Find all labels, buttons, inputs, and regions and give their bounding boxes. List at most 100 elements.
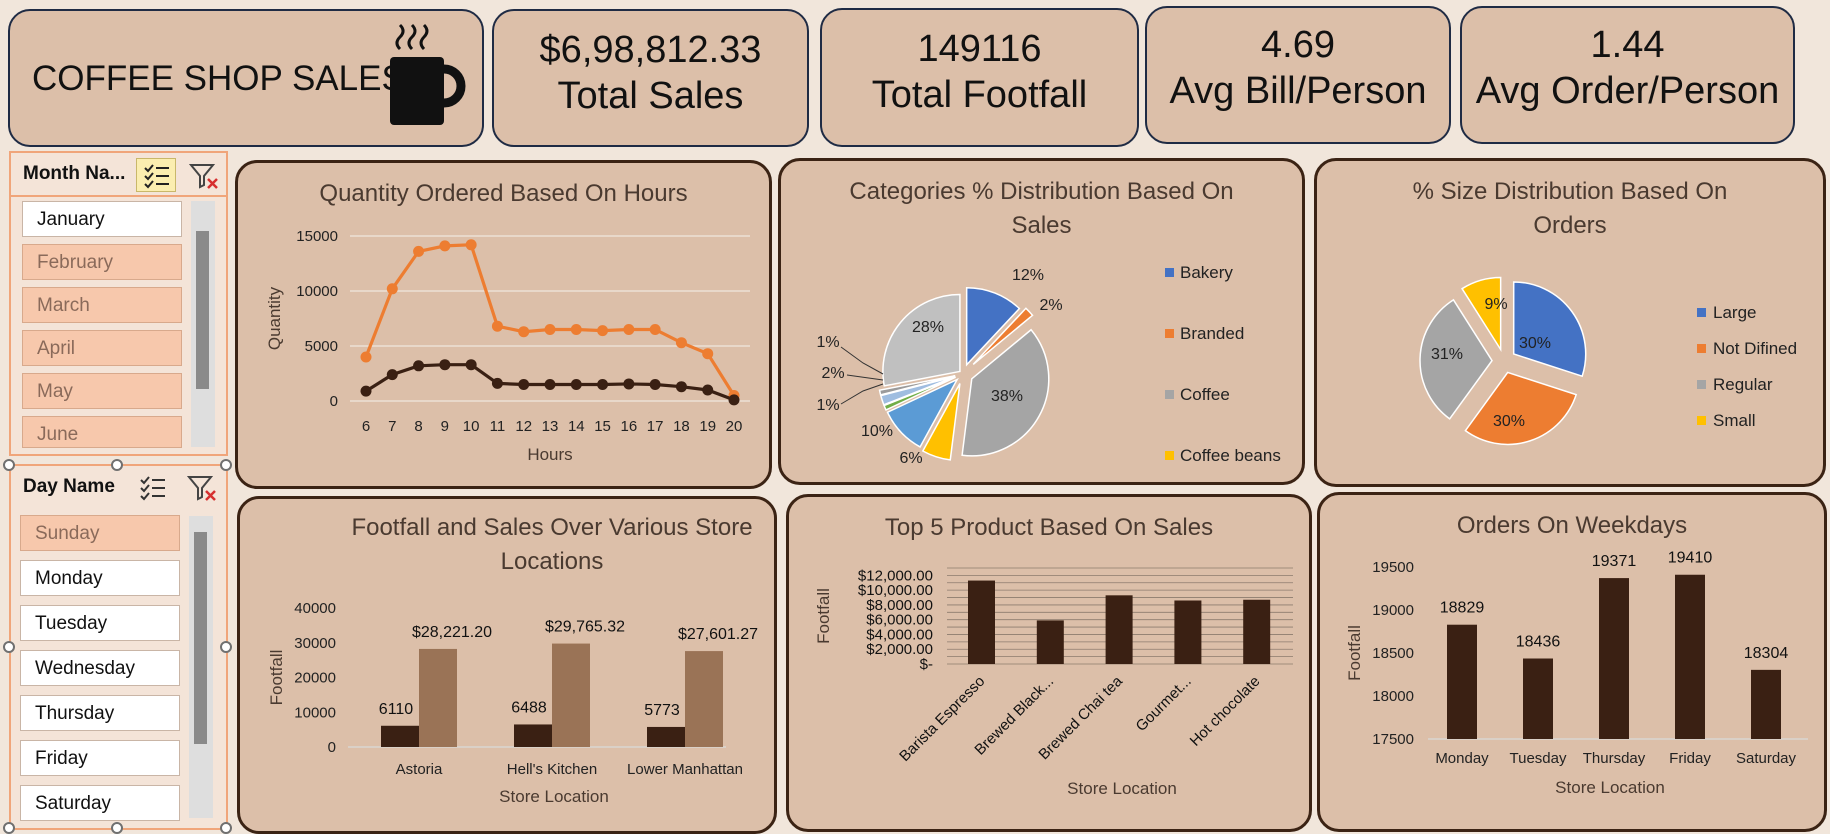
- month-item-may[interactable]: May: [22, 373, 182, 409]
- day-item-friday[interactable]: Friday: [20, 740, 180, 776]
- x-tick-label: 13: [542, 418, 559, 435]
- multi-select-icon[interactable]: [136, 158, 176, 192]
- resize-handle[interactable]: [220, 822, 232, 834]
- resize-handle[interactable]: [111, 459, 123, 471]
- y-tick-label: 18000: [1372, 688, 1414, 705]
- data-label: 6488: [511, 699, 547, 716]
- pie-slice: [961, 328, 1050, 457]
- y-tick-label: 20000: [294, 670, 336, 687]
- footfall-bar-chart: 40000 30000 20000 10000 0 6110 $28,221.20 Astor…: [267, 600, 758, 806]
- bar: [1751, 669, 1781, 739]
- data-label: $28,221.20: [412, 624, 492, 641]
- legend-label: Coffee: [1180, 385, 1230, 404]
- y-tick-label: 30000: [294, 635, 336, 652]
- day-scrollbar[interactable]: [189, 516, 213, 818]
- data-label: 19410: [1668, 550, 1713, 567]
- coffee-cup-icon: [390, 23, 466, 125]
- size-pie-chart: 30% 30% 31% 9% Large Not Difined Regular Small: [1419, 276, 1797, 446]
- month-item-january[interactable]: January: [22, 201, 182, 237]
- month-slicer[interactable]: Month Na... January February March April…: [9, 151, 228, 456]
- series-line-1: [364, 243, 736, 397]
- y-axis-label: Footfall: [267, 650, 286, 706]
- x-tick-label: 14: [568, 418, 585, 435]
- legend-swatch: [1165, 268, 1174, 277]
- legend-label: Regular: [1713, 375, 1773, 394]
- leader-line: [840, 383, 884, 405]
- data-label: $29,765.32: [545, 619, 625, 636]
- data-point: [439, 240, 451, 252]
- day-item-monday[interactable]: Monday: [20, 560, 180, 596]
- resize-handle[interactable]: [3, 822, 15, 834]
- y-tick-label: $6,000.00: [866, 612, 933, 629]
- y-tick-label: 10000: [294, 704, 336, 721]
- day-item-thursday[interactable]: Thursday: [20, 695, 180, 731]
- day-scrollbar-thumb[interactable]: [194, 532, 207, 744]
- pie-data-label: 2%: [1039, 297, 1062, 314]
- x-axis-label: Store Location: [1067, 779, 1177, 798]
- legend-swatch: [1697, 380, 1706, 389]
- x-tick-label: Friday: [1669, 750, 1711, 767]
- chart-title: Categories % Distribution Based On Sales: [849, 178, 1234, 239]
- data-point: [675, 381, 687, 393]
- x-tick-label: 16: [621, 418, 638, 435]
- data-point: [491, 377, 503, 389]
- x-tick-label: 10: [463, 418, 480, 435]
- month-scrollbar-thumb[interactable]: [196, 231, 209, 389]
- slicer-divider: [11, 195, 226, 197]
- x-tick-label: Saturday: [1736, 750, 1797, 767]
- x-tick-label: 18: [673, 418, 690, 435]
- day-slicer[interactable]: Day Name Sunday Monday Tuesday Wednesday…: [9, 464, 228, 830]
- resize-handle[interactable]: [111, 822, 123, 834]
- clear-filter-icon[interactable]: [187, 160, 221, 192]
- pie-data-label: 12%: [1012, 267, 1044, 284]
- x-tick-label: Gourmet...: [1133, 673, 1195, 735]
- size-panel: % Size Distribution Based On Orders 30% 3…: [1314, 158, 1826, 487]
- multi-select-icon[interactable]: [135, 472, 169, 502]
- bar: [1036, 620, 1064, 664]
- data-label: 19371: [1592, 553, 1637, 570]
- data-point: [544, 379, 556, 390]
- bar: [419, 648, 457, 747]
- data-point: [360, 351, 372, 363]
- day-slicer-title: Day Name: [23, 476, 115, 497]
- chart-title: Orders On Weekdays: [1456, 512, 1688, 539]
- month-item-february[interactable]: February: [22, 244, 182, 280]
- resize-handle[interactable]: [220, 641, 232, 653]
- day-item-tuesday[interactable]: Tuesday: [20, 605, 180, 641]
- kpi-label: Total Footfall: [871, 74, 1088, 116]
- bar: [1174, 600, 1202, 664]
- legend-label: Small: [1713, 411, 1756, 430]
- chart-title: % Size Distribution Based On Orders: [1412, 178, 1728, 239]
- month-scrollbar[interactable]: [191, 201, 215, 447]
- legend-swatch: [1165, 451, 1174, 460]
- y-tick-label: $4,000.00: [866, 626, 933, 643]
- resize-handle[interactable]: [220, 459, 232, 471]
- pie-data-label: 10%: [861, 423, 893, 440]
- day-item-sunday[interactable]: Sunday: [20, 515, 180, 551]
- x-tick-label: 12: [515, 418, 532, 435]
- bar: [1243, 599, 1271, 664]
- day-item-wednesday[interactable]: Wednesday: [20, 650, 180, 686]
- month-item-april[interactable]: April: [22, 330, 182, 366]
- month-item-june[interactable]: June: [22, 416, 182, 448]
- bar: [1675, 574, 1705, 739]
- x-tick-label: Lower Manhattan: [627, 761, 743, 778]
- legend-swatch: [1697, 308, 1706, 317]
- month-item-march[interactable]: March: [22, 287, 182, 323]
- month-slicer-title: Month Na...: [23, 163, 126, 184]
- data-point: [544, 324, 556, 335]
- legend-swatch: [1165, 329, 1174, 338]
- day-item-saturday[interactable]: Saturday: [20, 785, 180, 821]
- x-tick-label: 11: [490, 418, 506, 435]
- data-label: 18304: [1744, 645, 1789, 662]
- x-tick-label: Tuesday: [1510, 750, 1567, 767]
- pie-slice: [886, 377, 959, 448]
- pie-slice: [1419, 298, 1493, 420]
- pie-data-label: 30%: [1519, 335, 1551, 352]
- resize-handle[interactable]: [3, 641, 15, 653]
- resize-handle[interactable]: [3, 459, 15, 471]
- legend-label: Bakery: [1180, 263, 1233, 282]
- data-point: [386, 283, 398, 295]
- clear-filter-icon[interactable]: [185, 472, 219, 504]
- data-label: 18829: [1440, 600, 1485, 617]
